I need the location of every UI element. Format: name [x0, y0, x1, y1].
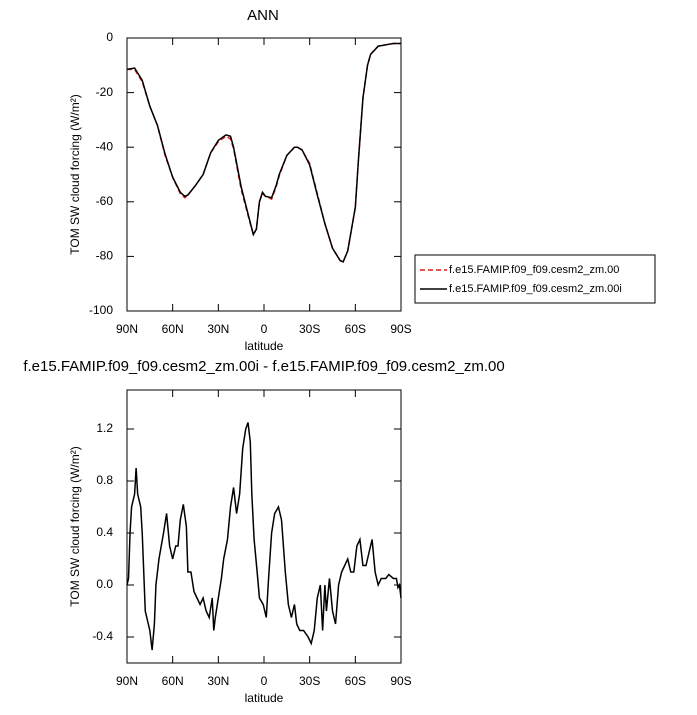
y-tick-label: -40	[96, 139, 114, 153]
x-tick-label: 30S	[299, 322, 320, 336]
data-line	[126, 42, 401, 263]
legend-label: f.e15.FAMIP.f09_f09.cesm2_zm.00	[449, 264, 619, 276]
x-tick-label: 90S	[390, 674, 411, 688]
x-axis-label: latitude	[245, 339, 284, 353]
y-tick-label: 0.4	[96, 525, 113, 539]
y-tick-label: -0.4	[92, 629, 113, 643]
x-tick-label: 90N	[116, 674, 138, 688]
y-axis-label: TOM SW cloud forcing (W/m²)	[68, 446, 82, 606]
x-tick-label: 30N	[207, 674, 229, 688]
y-tick-label: -20	[96, 85, 114, 99]
data-line	[126, 422, 402, 651]
y-tick-label: 1.2	[96, 421, 113, 435]
chart-title: ANN	[247, 7, 279, 24]
x-tick-label: 60S	[345, 674, 366, 688]
x-tick-label: 60N	[162, 322, 184, 336]
x-tick-label: 60S	[345, 322, 366, 336]
y-tick-label: -100	[89, 303, 113, 317]
plot-frame	[126, 37, 402, 312]
y-tick-label: 0.0	[96, 577, 113, 591]
data-line	[127, 42, 401, 263]
x-tick-label: 0	[261, 674, 268, 688]
legend-label: f.e15.FAMIP.f09_f09.cesm2_zm.00i	[449, 283, 622, 295]
y-tick-label: -80	[96, 249, 114, 263]
chart-title: f.e15.FAMIP.f09_f09.cesm2_zm.00i - f.e15…	[23, 358, 504, 375]
y-tick-label: 0	[106, 30, 113, 44]
x-tick-label: 90N	[116, 322, 138, 336]
y-axis-label: TOM SW cloud forcing (W/m²)	[68, 94, 82, 254]
x-axis-label: latitude	[245, 691, 284, 705]
x-tick-label: 60N	[162, 674, 184, 688]
y-tick-label: -60	[96, 194, 114, 208]
legend-box	[414, 254, 656, 304]
x-tick-label: 90S	[390, 322, 411, 336]
x-tick-label: 30S	[299, 674, 320, 688]
x-tick-label: 30N	[207, 322, 229, 336]
y-tick-label: 0.8	[96, 473, 113, 487]
x-tick-label: 0	[261, 322, 268, 336]
